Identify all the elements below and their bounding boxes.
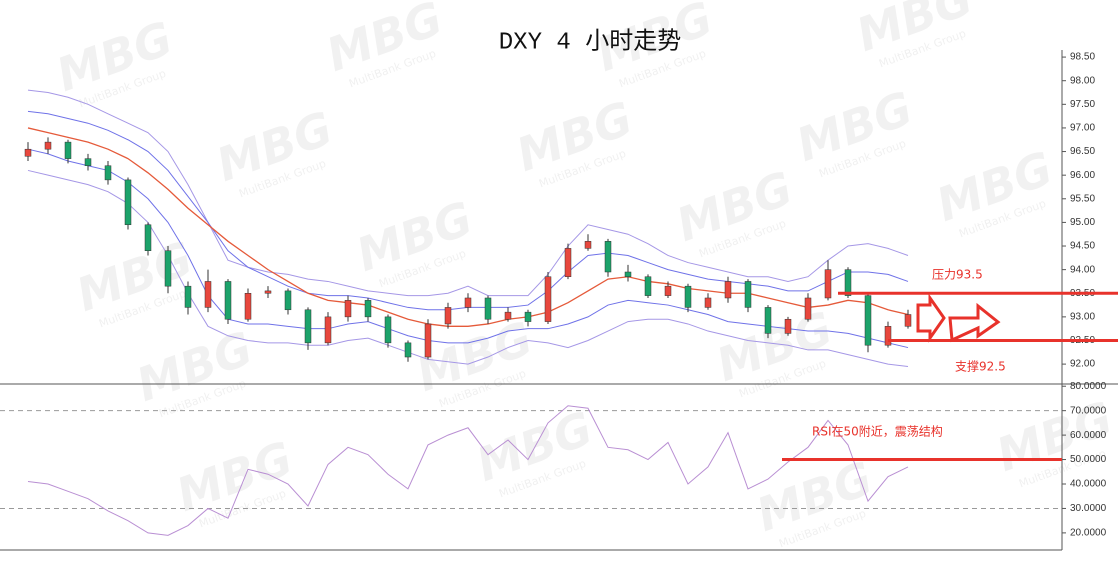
line (27, 127, 909, 327)
candle-body (704, 297, 712, 308)
candle-body (104, 165, 112, 181)
candle-body (424, 323, 432, 358)
candle-body (164, 250, 172, 287)
candle-body (404, 342, 412, 358)
y-tick-label: 20.0000 (1070, 528, 1107, 539)
candle-body (664, 285, 672, 296)
y-tick-label: 70.0000 (1070, 405, 1107, 416)
y-tick-label: 92.00 (1070, 359, 1095, 370)
candle-body (124, 179, 132, 226)
candle-body (304, 309, 312, 344)
candle-body (364, 300, 372, 318)
candle-body (484, 297, 492, 320)
y-tick-label: 98.50 (1070, 52, 1095, 63)
candle-body (144, 224, 152, 251)
candle-body (824, 269, 832, 299)
y-tick-label: 80.0000 (1070, 381, 1107, 392)
candle-body (64, 141, 72, 159)
arrow (916, 293, 946, 343)
candle-body (684, 285, 692, 308)
candle-body (784, 318, 792, 334)
y-tick-label: 96.50 (1070, 146, 1095, 157)
y-tick-label: 93.00 (1070, 312, 1095, 323)
candle-body (344, 300, 352, 318)
candle-body (544, 276, 552, 322)
candle-body (444, 307, 452, 325)
candle-body (524, 311, 532, 322)
candle-body (284, 290, 292, 311)
arrow (948, 302, 1001, 343)
y-tick-label: 95.50 (1070, 193, 1095, 204)
y-tick-label: 98.00 (1070, 75, 1095, 86)
candle-body (384, 316, 392, 344)
y-tick-label: 40.0000 (1070, 479, 1107, 490)
candle-body (884, 326, 892, 346)
y-tick-label: 30.0000 (1070, 503, 1107, 514)
candle-body (904, 314, 912, 327)
line (27, 148, 909, 349)
annotation: 支撑92.5 (955, 359, 1006, 374)
candle-body (324, 316, 332, 344)
candle-body (564, 248, 572, 277)
y-tick-label: 97.50 (1070, 99, 1095, 110)
line (27, 169, 909, 367)
candle-body (464, 297, 472, 308)
candle-body (644, 276, 652, 296)
candle-body (204, 281, 212, 308)
y-tick-label: 50.0000 (1070, 454, 1107, 465)
candle-body (724, 281, 732, 299)
candle-body (244, 293, 252, 320)
line (27, 405, 909, 536)
candle-body (44, 141, 52, 150)
y-tick-label: 60.0000 (1070, 430, 1107, 441)
candle-body (864, 295, 872, 346)
candle-body (604, 241, 612, 273)
candle-body (184, 285, 192, 308)
annotation: RSI在50附近，震荡结构 (812, 424, 943, 439)
annotation: 压力93.5 (932, 268, 983, 282)
candle-body (744, 281, 752, 308)
candle-body (84, 158, 92, 166)
candle-body (844, 269, 852, 296)
candle-body (24, 148, 32, 157)
y-tick-label: 94.50 (1070, 241, 1095, 252)
candle-body (584, 241, 592, 249)
y-tick-label: 94.00 (1070, 264, 1095, 275)
line (27, 89, 909, 297)
candle-body (264, 290, 272, 294)
candle-body (804, 297, 812, 320)
y-tick-label: 96.00 (1070, 170, 1095, 181)
candle-body (624, 271, 632, 277)
chart-title: DXY 4 小时走势 (499, 27, 681, 56)
y-tick-label: 95.00 (1070, 217, 1095, 228)
candle-body (504, 311, 512, 320)
candle-body (764, 307, 772, 334)
candle-body (224, 281, 232, 320)
y-tick-label: 97.00 (1070, 123, 1095, 134)
